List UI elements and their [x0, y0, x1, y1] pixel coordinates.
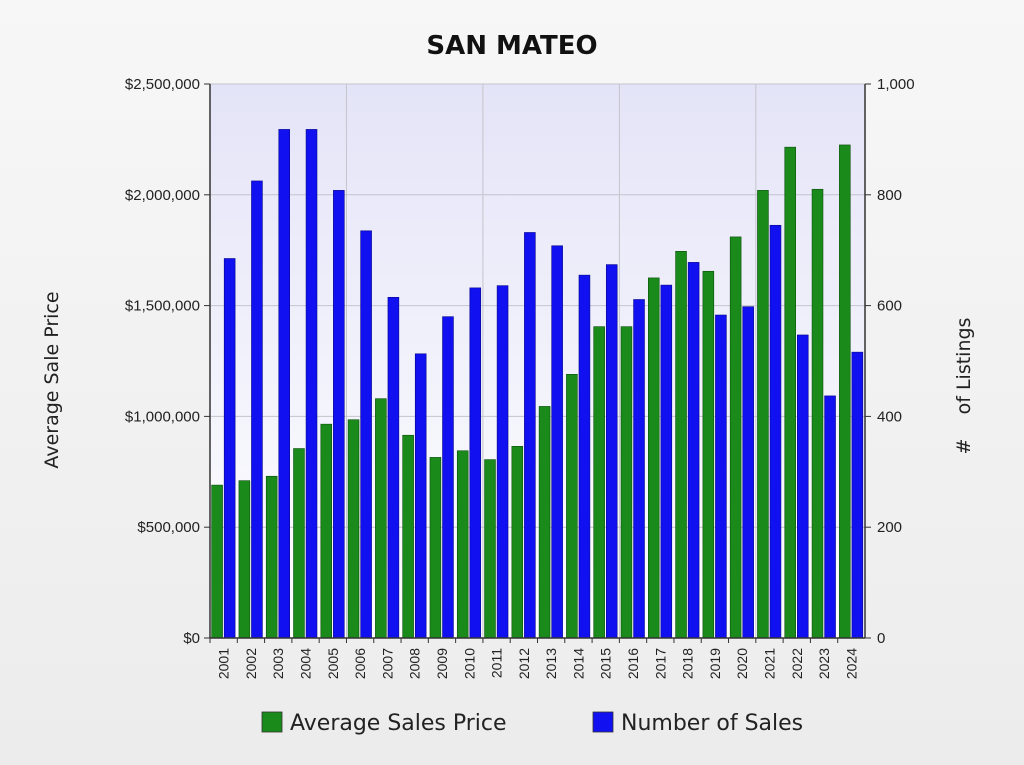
bar-number-of-sales-2008 — [414, 353, 427, 639]
bar-average-sales-price-2021 — [757, 190, 769, 639]
bar-average-sales-price-2006 — [347, 419, 360, 639]
x-tick-label: 2015 — [598, 648, 614, 679]
bar-average-sales-price-2020 — [729, 236, 742, 639]
x-tick-label: 2003 — [270, 648, 286, 679]
bar-number-of-sales-2005 — [333, 190, 345, 639]
bar-average-sales-price-2016 — [620, 326, 633, 639]
left-tick-label: $2,000,000 — [125, 187, 200, 204]
bar-number-of-sales-2011 — [496, 285, 509, 639]
bar-average-sales-price-2008 — [402, 434, 414, 639]
bar-number-of-sales-2022 — [797, 334, 809, 639]
left-tick-label: $2,500,000 — [125, 76, 200, 93]
x-tick-label: 2007 — [379, 648, 395, 679]
bar-average-sales-price-2011 — [484, 459, 496, 639]
x-tick-label: 2002 — [243, 648, 259, 679]
x-tick-label: 2001 — [216, 648, 232, 679]
bar-number-of-sales-2016 — [633, 299, 645, 639]
bar-average-sales-price-2023 — [811, 188, 824, 639]
x-tick-label: 2019 — [707, 648, 723, 679]
x-ticks: 2001 2002 2003 2004 2005 2006 2007 2008 2009 2010… — [209, 638, 859, 679]
right-tick-label: 800 — [877, 187, 902, 204]
left-tick-label: $1,000,000 — [125, 408, 200, 425]
bar-average-sales-price-2013 — [538, 406, 551, 639]
left-tick-label: $500,000 — [137, 519, 200, 536]
bar-average-sales-price-2017 — [648, 277, 660, 639]
bar-average-sales-price-2003 — [265, 475, 278, 639]
bar-average-sales-price-2004 — [293, 448, 305, 639]
right-tick-label: 1,000 — [877, 76, 915, 93]
bar-number-of-sales-2023 — [824, 395, 836, 639]
bar-number-of-sales-2012 — [524, 232, 536, 639]
bar-number-of-sales-2004 — [305, 129, 318, 639]
left-axis-label: Average Sale Price — [41, 291, 63, 468]
x-tick-label: 2006 — [352, 648, 368, 679]
legend: Average Sales Price Number of Sales — [261, 711, 803, 736]
x-tick-label: 2008 — [407, 648, 423, 679]
legend-label-number-of-sales: Number of Sales — [621, 711, 803, 736]
x-tick-label: 2023 — [816, 648, 832, 679]
right-tick-label: 0 — [877, 630, 885, 647]
x-tick-label: 2004 — [298, 648, 314, 679]
bar-number-of-sales-2006 — [360, 230, 372, 639]
x-tick-label: 2018 — [680, 648, 696, 679]
x-tick-label: 2009 — [434, 648, 450, 679]
bar-average-sales-price-2009 — [429, 457, 442, 639]
bar-average-sales-price-2010 — [456, 450, 469, 639]
legend-swatch-number-of-sales — [592, 711, 614, 733]
bar-average-sales-price-2018 — [675, 251, 687, 639]
x-tick-label: 2022 — [789, 648, 805, 679]
bar-number-of-sales-2009 — [442, 316, 454, 639]
right-tick-label: 600 — [877, 298, 902, 315]
bar-number-of-sales-2018 — [687, 262, 700, 639]
bar-average-sales-price-2001 — [211, 484, 223, 639]
x-tick-label: 2024 — [843, 648, 859, 679]
bar-number-of-sales-2002 — [251, 180, 263, 639]
x-tick-label: 2017 — [652, 648, 668, 679]
bar-number-of-sales-2014 — [578, 274, 591, 639]
x-tick-label: 2010 — [461, 648, 477, 679]
x-tick-label: 2021 — [761, 648, 777, 679]
bar-number-of-sales-2024 — [851, 351, 864, 639]
right-tick-label: 200 — [877, 519, 902, 536]
chart-title: SAN MATEO — [426, 31, 597, 61]
bar-average-sales-price-2022 — [784, 146, 796, 639]
bar-number-of-sales-2003 — [278, 129, 290, 639]
bar-number-of-sales-2015 — [605, 264, 618, 639]
bar-average-sales-price-2014 — [566, 373, 578, 639]
bar-average-sales-price-2005 — [320, 423, 333, 639]
bars — [211, 129, 864, 639]
bar-average-sales-price-2024 — [839, 144, 851, 639]
bar-average-sales-price-2002 — [238, 480, 251, 639]
right-axis-label: # of Listings — [953, 318, 975, 455]
bar-number-of-sales-2017 — [660, 284, 673, 639]
x-tick-label: 2005 — [325, 648, 341, 679]
x-tick-label: 2014 — [570, 648, 586, 679]
right-tick-label: 400 — [877, 408, 902, 425]
x-tick-label: 2013 — [543, 648, 559, 679]
legend-label-average-sales-price: Average Sales Price — [290, 711, 507, 736]
left-tick-label: $0 — [183, 630, 200, 647]
right-ticks: 0 200 400 600 800 1,000 — [865, 76, 915, 647]
x-tick-label: 2016 — [625, 648, 641, 679]
x-tick-label: 2020 — [734, 648, 750, 679]
x-tick-label: 2011 — [489, 648, 505, 678]
bar-number-of-sales-2020 — [742, 306, 754, 639]
bar-number-of-sales-2001 — [223, 258, 236, 639]
x-tick-label: 2012 — [516, 648, 532, 679]
legend-swatch-average-sales-price — [261, 711, 283, 733]
left-tick-label: $1,500,000 — [125, 298, 200, 315]
bar-number-of-sales-2007 — [387, 296, 400, 639]
grid — [210, 83, 865, 638]
left-ticks: $0 $500,000 $1,000,000 $1,500,000 $2,000,000… — [125, 76, 210, 647]
bar-number-of-sales-2019 — [715, 314, 727, 639]
bar-number-of-sales-2013 — [551, 245, 563, 639]
bar-number-of-sales-2010 — [469, 287, 482, 639]
bar-number-of-sales-2021 — [769, 224, 782, 639]
bar-average-sales-price-2019 — [702, 270, 715, 639]
bar-average-sales-price-2015 — [593, 326, 605, 639]
bar-average-sales-price-2007 — [375, 398, 387, 639]
bar-average-sales-price-2012 — [511, 446, 524, 639]
